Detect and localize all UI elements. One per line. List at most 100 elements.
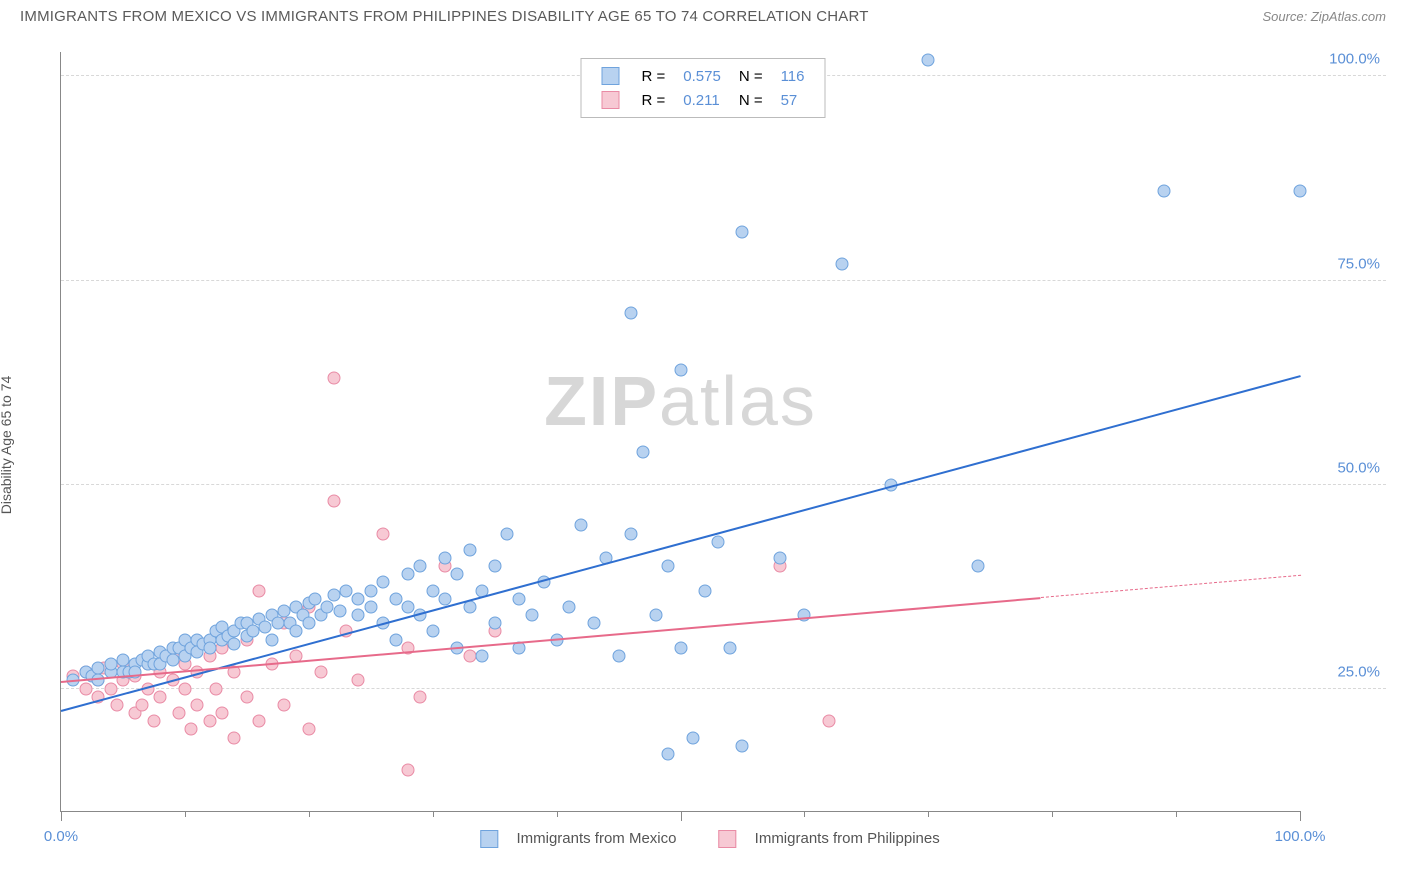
data-point-philippines [185,723,198,736]
legend-row-mexico: R =0.575N =116 [594,65,813,87]
data-point-mexico [290,625,303,638]
data-point-mexico [674,641,687,654]
legend-n-value: 57 [773,89,813,111]
data-point-philippines [823,715,836,728]
data-point-philippines [135,698,148,711]
gridline [61,688,1386,689]
data-point-mexico [662,747,675,760]
source-name: ZipAtlas.com [1311,9,1386,24]
data-point-mexico [426,625,439,638]
data-point-philippines [253,715,266,728]
correlation-legend: R =0.575N =116R =0.211N =57 [581,58,826,118]
source-attribution: Source: ZipAtlas.com [1262,9,1386,24]
y-axis-label: Disability Age 65 to 74 [0,376,14,515]
x-tick-label: 0.0% [44,828,78,845]
data-point-mexico [525,609,538,622]
data-point-mexico [575,519,588,532]
plot-region: ZIPatlas 25.0%50.0%75.0%100.0%0.0%100.0% [60,52,1300,812]
legend-r-label: R = [634,65,674,87]
data-point-philippines [253,584,266,597]
legend-swatch [602,91,620,109]
legend-r-value: 0.575 [675,65,729,87]
x-tick-minor [309,811,310,817]
gridline [61,280,1386,281]
data-point-mexico [488,560,501,573]
data-point-mexico [736,225,749,238]
data-point-mexico [451,568,464,581]
y-tick-label: 50.0% [1337,459,1380,476]
y-tick-label: 75.0% [1337,255,1380,272]
data-point-mexico [1157,184,1170,197]
watermark-bold: ZIP [544,362,659,440]
data-point-mexico [327,588,340,601]
y-tick-label: 100.0% [1329,51,1380,68]
x-tick-minor [557,811,558,817]
data-point-philippines [110,698,123,711]
data-point-mexico [166,654,179,667]
x-tick-label: 100.0% [1275,828,1326,845]
data-point-philippines [191,698,204,711]
data-point-mexico [612,649,625,662]
data-point-philippines [327,372,340,385]
data-point-mexico [922,54,935,67]
data-point-mexico [321,600,334,613]
data-point-mexico [364,600,377,613]
trend-line-dashed-philippines [1041,575,1301,598]
data-point-mexico [389,633,402,646]
legend-swatch [480,830,498,848]
chart-title: IMMIGRANTS FROM MEXICO VS IMMIGRANTS FRO… [20,8,869,25]
data-point-mexico [352,609,365,622]
data-point-philippines [315,666,328,679]
data-point-mexico [104,658,117,671]
legend-swatch [718,830,736,848]
x-tick-major [61,811,62,821]
legend-r-label: R = [634,89,674,111]
source-prefix: Source: [1262,9,1310,24]
data-point-mexico [333,605,346,618]
data-point-philippines [104,682,117,695]
data-point-mexico [302,617,315,630]
data-point-mexico [463,543,476,556]
data-point-mexico [587,617,600,630]
chart-area: Disability Age 65 to 74 ZIPatlas 25.0%50… [20,36,1386,854]
data-point-philippines [178,682,191,695]
data-point-mexico [426,584,439,597]
legend-n-label: N = [731,65,771,87]
data-point-mexico [308,592,321,605]
data-point-mexico [662,560,675,573]
data-point-mexico [401,600,414,613]
data-point-mexico [971,560,984,573]
data-point-philippines [401,764,414,777]
data-point-philippines [240,690,253,703]
data-point-mexico [439,552,452,565]
legend-n-value: 116 [773,65,813,87]
data-point-philippines [278,698,291,711]
data-point-philippines [79,682,92,695]
data-point-philippines [377,527,390,540]
data-point-mexico [476,649,489,662]
data-point-philippines [203,715,216,728]
data-point-philippines [154,690,167,703]
data-point-philippines [228,731,241,744]
data-point-mexico [835,258,848,271]
legend-n-label: N = [731,89,771,111]
data-point-mexico [686,731,699,744]
data-point-philippines [352,674,365,687]
data-point-mexico [247,625,260,638]
legend-swatch [602,67,620,85]
series-legend: Immigrants from Mexico Immigrants from P… [452,830,953,848]
data-point-philippines [327,494,340,507]
legend-item-philippines: Immigrants from Philippines [704,830,939,847]
data-point-philippines [414,690,427,703]
legend-item-mexico: Immigrants from Mexico [466,830,676,847]
data-point-mexico [364,584,377,597]
data-point-mexico [265,633,278,646]
data-point-mexico [116,654,129,667]
data-point-mexico [389,592,402,605]
data-point-mexico [562,600,575,613]
x-tick-major [681,811,682,821]
data-point-mexico [711,535,724,548]
data-point-mexico [278,605,291,618]
data-point-mexico [513,592,526,605]
data-point-mexico [259,621,272,634]
